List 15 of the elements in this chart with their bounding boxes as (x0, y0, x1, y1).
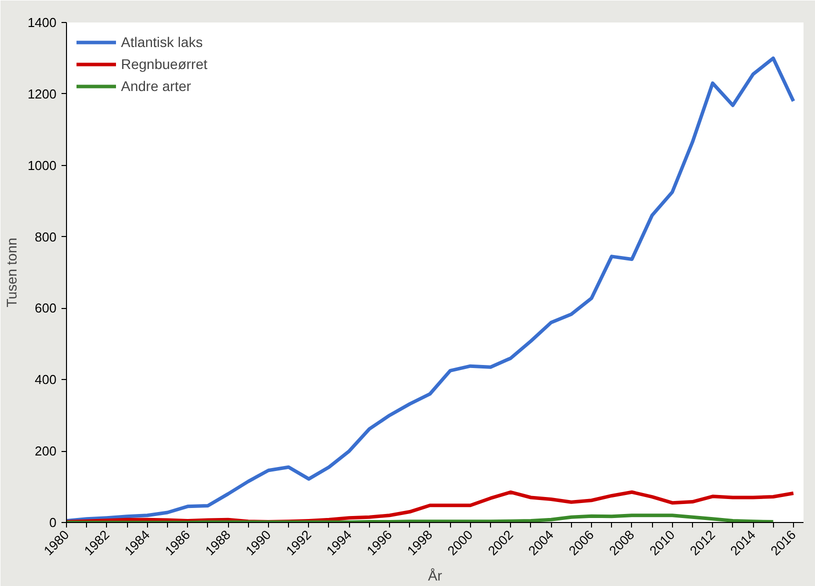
legend-label: Atlantisk laks (121, 34, 203, 50)
legend-label: Andre arter (121, 78, 192, 94)
y-tick-label: 600 (34, 300, 57, 316)
y-tick-label: 1000 (28, 158, 56, 173)
legend-label: Regnbueørret (121, 56, 208, 72)
y-tick-label: 1200 (28, 86, 56, 102)
y-tick-label: 0 (49, 515, 57, 530)
y-axis-title: Tusen tonn (4, 238, 20, 308)
y-tick-label: 200 (34, 444, 57, 459)
line-series (66, 514, 775, 522)
y-tick-label: 800 (34, 229, 57, 244)
line-series (66, 56, 796, 522)
y-tick-label: 1400 (28, 15, 56, 30)
y-tick-label: 400 (34, 372, 57, 388)
x-axis-title: År (428, 567, 442, 584)
